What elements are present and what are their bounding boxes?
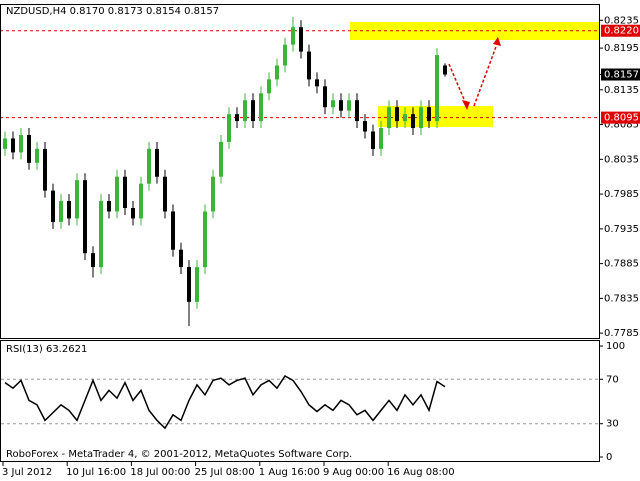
rsi-label: RSI(13) 63.2621 bbox=[6, 344, 87, 355]
candle-body bbox=[91, 253, 95, 268]
candle-body bbox=[411, 114, 415, 129]
rsi-line bbox=[4, 374, 446, 430]
y-tick-label: 0.8235 bbox=[604, 15, 639, 26]
candle-body bbox=[139, 183, 143, 219]
candle-body bbox=[243, 100, 247, 122]
rsi-pane bbox=[0, 340, 600, 462]
candle-body bbox=[291, 27, 295, 45]
candle-body bbox=[275, 65, 279, 80]
last-price-box bbox=[601, 68, 640, 81]
y-tick-label: 0.7935 bbox=[604, 224, 639, 235]
candle-body bbox=[43, 148, 47, 191]
candle-body bbox=[299, 27, 303, 52]
candle-body bbox=[267, 79, 271, 94]
y-tick-label: 0.7885 bbox=[604, 259, 639, 270]
candle-body bbox=[147, 148, 151, 184]
x-tick-label: 3 Jul 2012 bbox=[2, 467, 52, 478]
candle-body bbox=[371, 131, 375, 149]
candle-body bbox=[331, 100, 335, 108]
candle-body bbox=[163, 176, 167, 212]
candle-body bbox=[83, 180, 87, 254]
candle-body bbox=[211, 176, 215, 212]
candle-body bbox=[395, 107, 399, 122]
chart-title: NZDUSD,H4 0.8170 0.8173 0.8154 0.8157 bbox=[6, 6, 219, 17]
candle-body bbox=[315, 79, 319, 87]
candle-body bbox=[187, 267, 191, 302]
candle-body bbox=[387, 107, 391, 129]
candle-body bbox=[155, 148, 159, 177]
candle-body bbox=[355, 100, 359, 122]
rsi-tick-label: 30 bbox=[606, 419, 619, 430]
candle-body bbox=[403, 114, 407, 122]
candle-body bbox=[11, 138, 15, 153]
candle-body bbox=[443, 65, 447, 75]
y-tick-label: 0.8085 bbox=[604, 120, 639, 131]
candle-body bbox=[75, 180, 79, 219]
candle-body bbox=[123, 176, 127, 208]
level-label: 0.8220 bbox=[604, 26, 639, 37]
x-tick-label: 16 Aug 08:00 bbox=[387, 467, 454, 478]
candle-body bbox=[3, 138, 7, 149]
x-tick-label: 1 Aug 16:00 bbox=[259, 467, 320, 478]
candle-body bbox=[35, 148, 39, 163]
candle-body bbox=[131, 207, 135, 219]
candle-body bbox=[379, 128, 383, 149]
x-tick-label: 25 Jul 08:00 bbox=[195, 467, 255, 478]
candle-body bbox=[195, 267, 199, 302]
candle-body bbox=[179, 249, 183, 268]
x-tick-label: 10 Jul 16:00 bbox=[66, 467, 126, 478]
last-price-label: 0.8157 bbox=[604, 70, 639, 81]
main-pane bbox=[0, 4, 600, 339]
candle-body bbox=[19, 135, 23, 153]
candle-body bbox=[171, 211, 175, 250]
candle-body bbox=[283, 44, 287, 66]
candle-body bbox=[107, 201, 111, 212]
candle-body bbox=[51, 190, 55, 222]
x-tick-label: 9 Aug 00:00 bbox=[323, 467, 384, 478]
candle-body bbox=[259, 93, 263, 122]
candle-body bbox=[339, 100, 343, 111]
y-tick-label: 0.8035 bbox=[604, 154, 639, 165]
candle-body bbox=[307, 51, 311, 80]
candle-body bbox=[59, 201, 63, 222]
candle-body bbox=[347, 100, 351, 111]
watermark: RoboForex - MetaTrader 4, © 2001-2012, M… bbox=[6, 449, 352, 460]
level-label: 0.8095 bbox=[604, 113, 639, 124]
candle-body bbox=[251, 100, 255, 122]
y-tick-label: 0.7785 bbox=[604, 328, 639, 339]
candle-body bbox=[99, 201, 103, 268]
arrow-head bbox=[462, 100, 470, 110]
rsi-tick-label: 70 bbox=[606, 374, 619, 385]
forecast-arrows bbox=[448, 43, 498, 107]
y-tick-label: 0.8195 bbox=[604, 43, 639, 54]
candle-body bbox=[227, 114, 231, 142]
y-tick-label: 0.8135 bbox=[604, 85, 639, 96]
candle-body bbox=[363, 121, 367, 132]
forecast-arrow bbox=[448, 63, 467, 105]
candle-body bbox=[323, 86, 327, 108]
candle-body bbox=[235, 114, 239, 122]
candle-body bbox=[115, 176, 119, 212]
candle-body bbox=[27, 135, 31, 163]
candle-body bbox=[435, 55, 439, 122]
level-label-box bbox=[601, 24, 640, 37]
candle-body bbox=[219, 141, 223, 177]
y-tick-label: 0.7985 bbox=[604, 189, 639, 200]
level-label-box bbox=[601, 111, 640, 124]
y-tick-label: 0.7835 bbox=[604, 293, 639, 304]
x-tick-label: 18 Jul 00:00 bbox=[130, 467, 190, 478]
rsi-tick-label: 100 bbox=[606, 341, 625, 352]
candle-body bbox=[203, 211, 207, 268]
candle-body bbox=[427, 107, 431, 122]
candle-body bbox=[419, 107, 423, 129]
arrow-head bbox=[493, 37, 501, 46]
candle-body bbox=[67, 201, 71, 219]
forecast-arrow bbox=[473, 43, 498, 107]
rsi-tick-label: 0 bbox=[606, 452, 612, 463]
